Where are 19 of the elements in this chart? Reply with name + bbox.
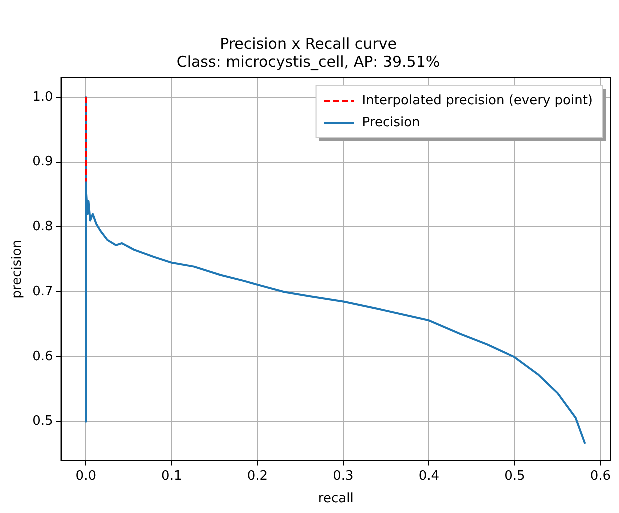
y-tick-label: 0.7 [32,284,54,300]
chart-title: Precision x Recall curve [220,34,397,53]
y-tick-label: 0.5 [32,414,54,430]
x-tick-label: 0.5 [504,468,526,484]
x-tick-label: 0.1 [162,468,182,484]
legend-label: Precision [362,115,420,130]
legend-label: Interpolated precision (every point) [362,93,594,108]
x-axis-title: recall [318,492,354,507]
y-tick-label: 1.0 [32,90,54,105]
y-tick-label: 0.9 [32,154,54,170]
x-tick-label: 0.4 [418,468,440,484]
y-tick-label: 0.8 [32,220,54,235]
x-tick-label: 0.6 [590,468,612,484]
x-tick-label: 0.2 [247,468,268,484]
y-axis-title: precision [10,240,26,299]
y-tick-label: 0.6 [32,349,54,364]
x-tick-label: 0.3 [333,468,354,484]
x-tick-label: 0.0 [76,468,96,484]
chart-subtitle: Class: microcystis_cell, AP: 39.51% [176,52,440,71]
